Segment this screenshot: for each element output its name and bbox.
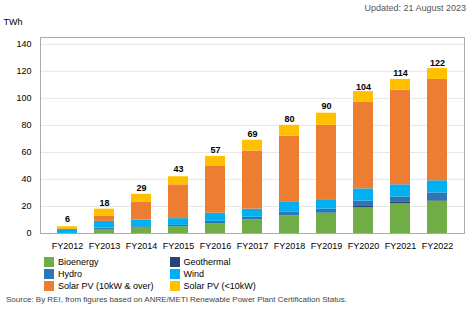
html-text:Updated: 21 August 2023: Updated: 21 August 2023	[364, 3, 466, 13]
svg-text:0: 0	[26, 228, 31, 238]
svg-text:60: 60	[21, 147, 31, 157]
svg-text:140: 140	[16, 39, 31, 49]
svg-text:69: 69	[247, 129, 257, 139]
svg-text:80: 80	[21, 120, 31, 130]
svg-text:FY2018: FY2018	[274, 241, 306, 251]
svg-text:FY2017: FY2017	[237, 241, 269, 251]
svg-text:FY2013: FY2013	[89, 241, 121, 251]
html-text:Bioenergy: Bioenergy	[58, 257, 99, 267]
svg-text:20: 20	[21, 201, 31, 211]
svg-text:80: 80	[284, 114, 294, 124]
svg-text:TWh: TWh	[4, 17, 23, 27]
svg-text:29: 29	[136, 183, 146, 193]
svg-text:43: 43	[173, 164, 183, 174]
svg-text:FY2016: FY2016	[200, 241, 232, 251]
svg-text:120: 120	[16, 66, 31, 76]
svg-text:FY2020: FY2020	[348, 241, 380, 251]
html-text:Hydro: Hydro	[58, 269, 82, 279]
svg-text:FY2015: FY2015	[163, 241, 195, 251]
svg-text:FY2019: FY2019	[311, 241, 343, 251]
html-text:Solar PV (10kW & over): Solar PV (10kW & over)	[58, 281, 154, 291]
svg-text:6: 6	[65, 214, 70, 224]
svg-text:18: 18	[99, 198, 109, 208]
html-text:Source: By REI, from figures b: Source: By REI, from figures based on AN…	[6, 295, 347, 304]
svg-text:90: 90	[321, 101, 331, 111]
svg-text:FY2022: FY2022	[422, 241, 454, 251]
svg-text:104: 104	[356, 82, 371, 92]
html-text:Solar PV (<10kW): Solar PV (<10kW)	[183, 281, 256, 291]
svg-text:114: 114	[393, 68, 408, 78]
svg-text:FY2021: FY2021	[385, 241, 417, 251]
html-text:Geothermal: Geothermal	[183, 257, 231, 267]
svg-text:FY2012: FY2012	[52, 241, 84, 251]
svg-text:100: 100	[16, 93, 31, 103]
svg-text:40: 40	[21, 174, 31, 184]
svg-text:57: 57	[210, 145, 220, 155]
svg-text:FY2014: FY2014	[126, 241, 158, 251]
svg-text:122: 122	[430, 58, 445, 68]
html-text:Wind: Wind	[183, 269, 204, 279]
